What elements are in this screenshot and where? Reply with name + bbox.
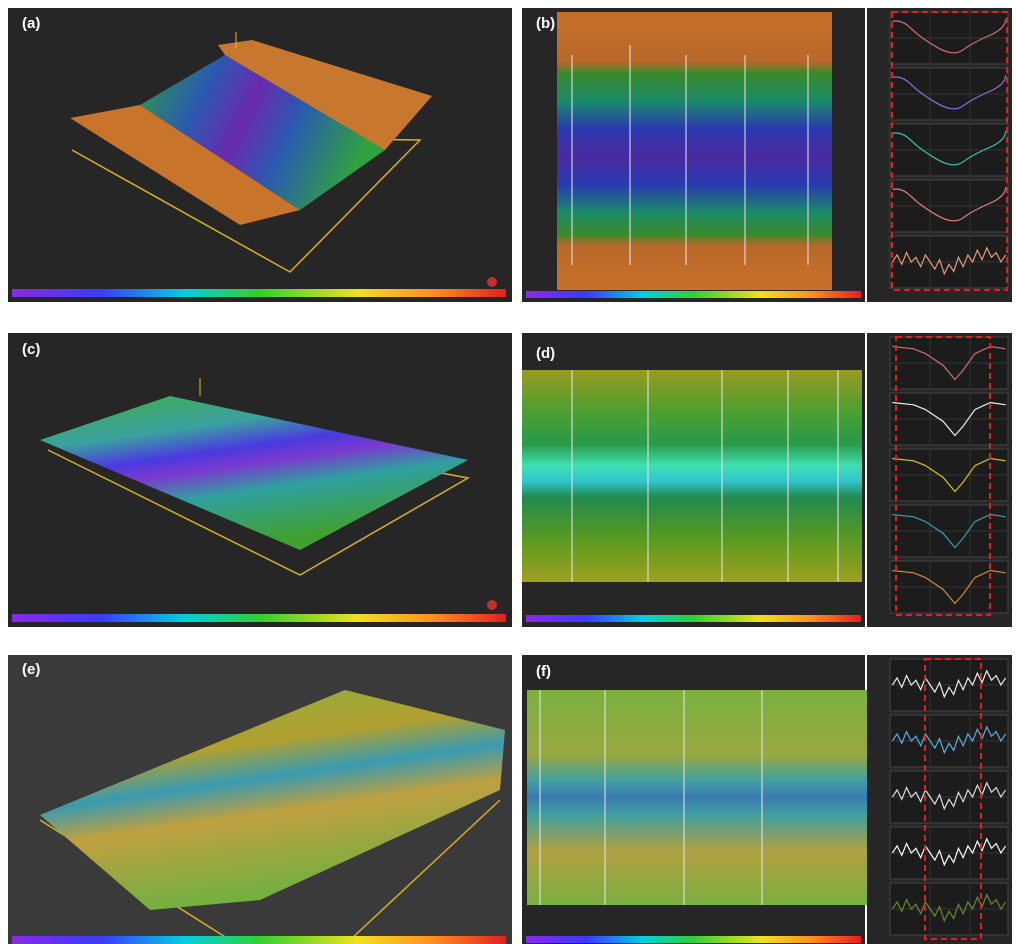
panel-label: (e) (22, 661, 40, 678)
panel-f: (f) (522, 655, 1012, 944)
panel-label: (d) (536, 345, 555, 362)
panel-label: (c) (22, 341, 40, 358)
figure: (a) (b) (c) (d) (e) (0, 0, 1016, 944)
panel-b: (b) (522, 8, 1012, 302)
panel-c: (c) (8, 333, 512, 627)
panel-label: (a) (22, 15, 40, 32)
panel-label: (b) (536, 15, 555, 32)
panel-a: (a) (8, 8, 512, 302)
panel-label: (f) (536, 663, 551, 680)
panel-d: (d) (522, 333, 1012, 627)
panel-e: (e) (8, 655, 512, 944)
